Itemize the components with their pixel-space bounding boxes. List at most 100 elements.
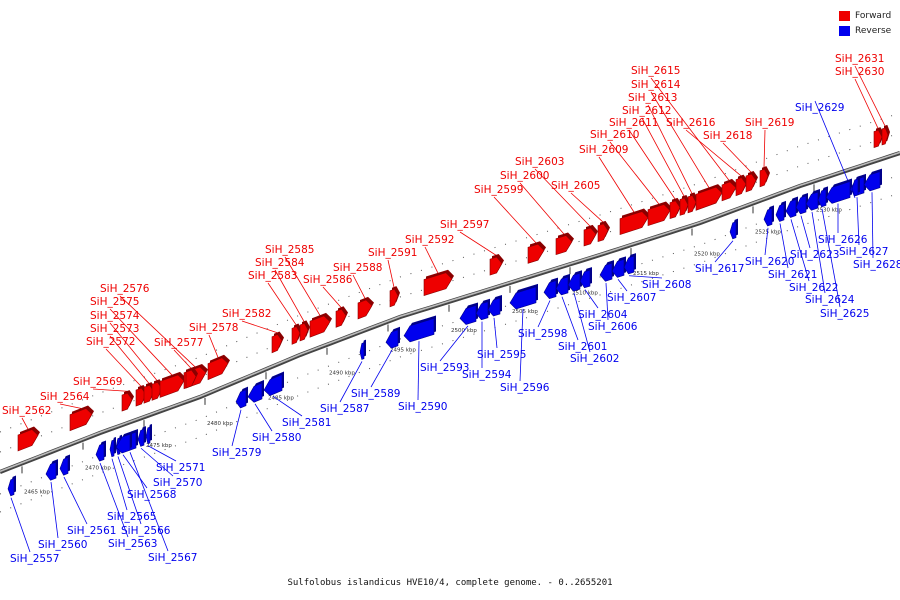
gene-label-sih-2578[interactable]: SiH_2578: [189, 322, 238, 334]
gene-sih-2563-arrow[interactable]: [95, 443, 105, 462]
gene-sih-2588-arrow[interactable]: [357, 299, 373, 320]
gene-sih-2565-arrow[interactable]: [109, 439, 115, 458]
gene-label-sih-2593[interactable]: SiH_2593: [420, 362, 469, 374]
gene-sih-2577-arrow[interactable]: [185, 369, 197, 389]
gene-sih-2598-arrow[interactable]: [543, 280, 557, 300]
gene-sih-2587-arrow[interactable]: [359, 342, 365, 360]
gene-label-sih-2557[interactable]: SiH_2557: [10, 553, 59, 565]
gene-sih-2630-arrow[interactable]: [873, 129, 883, 148]
gene-sih-2615-arrow[interactable]: [721, 181, 737, 202]
gene-label-sih-2594[interactable]: SiH_2594: [462, 369, 512, 381]
gene-label-sih-2568[interactable]: SiH_2568: [127, 489, 176, 501]
gene-sih-2564-arrow[interactable]: [69, 408, 93, 432]
gene-label-sih-2611[interactable]: SiH_2611: [609, 117, 658, 129]
gene-sih-2579-arrow[interactable]: [235, 389, 247, 409]
gene-sih-2628-arrow[interactable]: [863, 171, 881, 192]
gene-label-sih-2627[interactable]: SiH_2627: [839, 246, 888, 258]
gene-label-sih-2591[interactable]: SiH_2591: [368, 247, 417, 259]
gene-sih-2622-arrow[interactable]: [785, 199, 797, 218]
gene-label-sih-2623[interactable]: SiH_2623: [790, 249, 839, 261]
gene-sih-2597-arrow[interactable]: [489, 256, 503, 276]
gene-label-sih-2577[interactable]: SiH_2577: [154, 337, 203, 349]
gene-sih-2609-arrow[interactable]: [619, 211, 649, 236]
gene-sih-2571-arrow[interactable]: [145, 426, 151, 445]
gene-sih-2570-arrow[interactable]: [137, 428, 145, 447]
gene-sih-2593-arrow[interactable]: [459, 305, 477, 325]
gene-sih-2610-arrow[interactable]: [647, 204, 671, 227]
gene-label-sih-2624[interactable]: SiH_2624: [805, 294, 855, 306]
gene-label-sih-2599[interactable]: SiH_2599: [474, 184, 523, 196]
gene-sih-2575-arrow[interactable]: [159, 374, 185, 398]
gene-sih-2589-arrow[interactable]: [385, 329, 399, 349]
gene-label-sih-2585[interactable]: SiH_2585: [265, 244, 314, 256]
gene-sih-2586-arrow[interactable]: [335, 308, 347, 328]
gene-label-sih-2597[interactable]: SiH_2597: [440, 219, 489, 231]
gene-label-sih-2579[interactable]: SiH_2579: [212, 447, 261, 459]
gene-label-sih-2562[interactable]: SiH_2562: [2, 405, 51, 417]
gene-label-sih-2619[interactable]: SiH_2619: [745, 117, 794, 129]
gene-sih-2561-arrow[interactable]: [59, 457, 69, 476]
gene-sih-2616-arrow[interactable]: [735, 177, 747, 197]
gene-sih-2557-arrow[interactable]: [7, 478, 15, 497]
gene-label-sih-2609[interactable]: SiH_2609: [579, 144, 628, 156]
gene-sih-2618-arrow[interactable]: [745, 173, 757, 193]
gene-label-sih-2566[interactable]: SiH_2566: [121, 525, 171, 537]
gene-sih-2596-arrow[interactable]: [509, 286, 537, 310]
gene-label-sih-2572[interactable]: SiH_2572: [86, 336, 135, 348]
gene-label-sih-2574[interactable]: SiH_2574: [90, 310, 140, 322]
gene-label-sih-2565[interactable]: SiH_2565: [107, 511, 156, 523]
gene-label-sih-2598[interactable]: SiH_2598: [518, 328, 567, 340]
gene-label-sih-2569[interactable]: SiH_2569: [73, 376, 122, 388]
gene-sih-2605-arrow[interactable]: [597, 223, 609, 243]
gene-sih-2612-arrow[interactable]: [679, 197, 689, 216]
gene-label-sih-2583[interactable]: SiH_2583: [248, 270, 297, 282]
gene-label-sih-2588[interactable]: SiH_2588: [333, 262, 382, 274]
gene-label-sih-2628[interactable]: SiH_2628: [853, 259, 900, 271]
gene-label-sih-2613[interactable]: SiH_2613: [628, 92, 677, 104]
gene-label-sih-2603[interactable]: SiH_2603: [515, 156, 564, 168]
gene-sih-2580-arrow[interactable]: [247, 382, 263, 403]
gene-label-sih-2571[interactable]: SiH_2571: [156, 462, 205, 474]
gene-sih-2584-arrow[interactable]: [299, 322, 309, 342]
gene-label-sih-2629[interactable]: SiH_2629: [795, 102, 844, 114]
gene-sih-2581-arrow[interactable]: [263, 374, 283, 396]
gene-label-sih-2564[interactable]: SiH_2564: [40, 391, 90, 403]
gene-label-sih-2612[interactable]: SiH_2612: [622, 105, 671, 117]
gene-sih-2562-arrow[interactable]: [17, 429, 39, 452]
gene-label-sih-2604[interactable]: SiH_2604: [578, 309, 628, 321]
gene-sih-2620-arrow[interactable]: [763, 207, 773, 227]
gene-sih-2583-arrow[interactable]: [291, 326, 301, 345]
gene-label-sih-2610[interactable]: SiH_2610: [590, 129, 639, 141]
gene-sih-2569-arrow[interactable]: [121, 392, 133, 412]
gene-label-sih-2608[interactable]: SiH_2608: [642, 279, 691, 291]
gene-label-sih-2605[interactable]: SiH_2605: [551, 180, 600, 192]
gene-label-sih-2596[interactable]: SiH_2596: [500, 382, 550, 394]
gene-label-sih-2602[interactable]: SiH_2602: [570, 353, 619, 365]
gene-sih-2631-arrow[interactable]: [881, 127, 889, 146]
gene-label-sih-2614[interactable]: SiH_2614: [631, 79, 681, 91]
gene-sih-2608-arrow[interactable]: [623, 255, 635, 275]
gene-label-sih-2580[interactable]: SiH_2580: [252, 432, 301, 444]
gene-label-sih-2616[interactable]: SiH_2616: [666, 117, 716, 129]
gene-sih-2592-arrow[interactable]: [423, 272, 453, 296]
gene-label-sih-2570[interactable]: SiH_2570: [153, 477, 202, 489]
gene-sih-2591-arrow[interactable]: [389, 288, 399, 308]
gene-label-sih-2606[interactable]: SiH_2606: [588, 321, 638, 333]
gene-label-sih-2561[interactable]: SiH_2561: [67, 525, 116, 537]
gene-sih-2614-arrow[interactable]: [695, 186, 723, 211]
gene-label-sih-2563[interactable]: SiH_2563: [108, 538, 157, 550]
gene-label-sih-2586[interactable]: SiH_2586: [303, 274, 353, 286]
gene-sih-2606-arrow[interactable]: [599, 262, 613, 282]
gene-label-sih-2626[interactable]: SiH_2626: [818, 234, 868, 246]
gene-label-sih-2621[interactable]: SiH_2621: [768, 269, 817, 281]
gene-label-sih-2573[interactable]: SiH_2573: [90, 323, 139, 335]
gene-label-sih-2567[interactable]: SiH_2567: [148, 552, 197, 564]
gene-label-sih-2615[interactable]: SiH_2615: [631, 65, 680, 77]
gene-label-sih-2560[interactable]: SiH_2560: [38, 539, 87, 551]
gene-sih-2621-arrow[interactable]: [775, 203, 785, 222]
gene-sih-2599-arrow[interactable]: [527, 243, 545, 264]
gene-label-sih-2601[interactable]: SiH_2601: [558, 341, 607, 353]
gene-sih-2600-arrow[interactable]: [555, 235, 573, 256]
gene-sih-2603-arrow[interactable]: [583, 227, 597, 247]
gene-label-sih-2592[interactable]: SiH_2592: [405, 234, 454, 246]
